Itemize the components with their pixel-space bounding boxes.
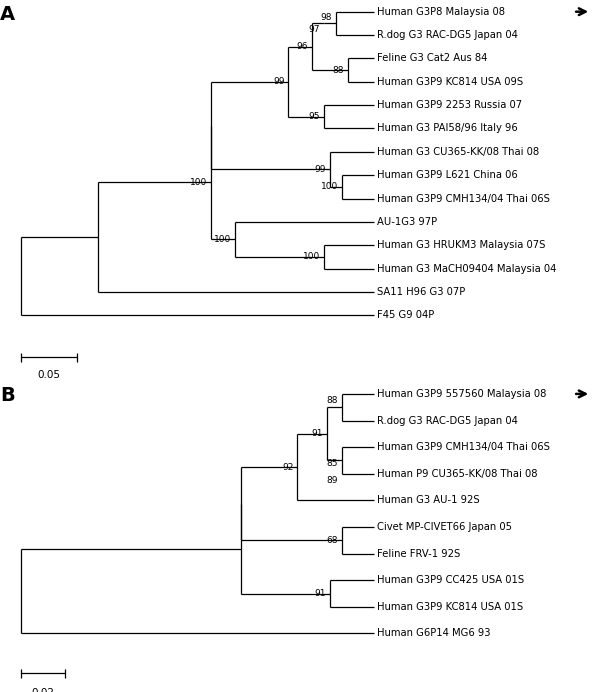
Text: 99: 99 [314,165,326,174]
Text: 98: 98 [320,13,332,22]
Text: 100: 100 [303,253,320,262]
Text: 95: 95 [309,112,320,121]
Text: 89: 89 [326,476,338,485]
Text: Human G3 MaCH09404 Malaysia 04: Human G3 MaCH09404 Malaysia 04 [377,264,557,273]
Text: Human G3P8 Malaysia 08: Human G3P8 Malaysia 08 [377,7,505,17]
Text: R.dog G3 RAC-DG5 Japan 04: R.dog G3 RAC-DG5 Japan 04 [377,30,518,40]
Text: 0.05: 0.05 [38,370,61,380]
Text: Human G3 HRUKM3 Malaysia 07S: Human G3 HRUKM3 Malaysia 07S [377,240,545,251]
Text: Human G3 PAI58/96 Italy 96: Human G3 PAI58/96 Italy 96 [377,123,518,134]
Text: B: B [0,386,15,405]
Text: Human G3P9 CMH134/04 Thai 06S: Human G3P9 CMH134/04 Thai 06S [377,442,550,452]
Text: Human G6P14 MG6 93: Human G6P14 MG6 93 [377,628,491,639]
Text: 100: 100 [321,182,338,192]
Text: 85: 85 [326,459,338,468]
Text: Human G3P9 KC814 USA 09S: Human G3P9 KC814 USA 09S [377,77,523,86]
Text: Feline G3 Cat2 Aus 84: Feline G3 Cat2 Aus 84 [377,53,488,64]
Text: Civet MP-CIVET66 Japan 05: Civet MP-CIVET66 Japan 05 [377,522,512,532]
Text: 96: 96 [297,42,308,51]
Text: 91: 91 [314,589,326,598]
Text: Human G3P9 557560 Malaysia 08: Human G3P9 557560 Malaysia 08 [377,389,547,399]
Text: 88: 88 [332,66,344,75]
Text: Feline FRV-1 92S: Feline FRV-1 92S [377,549,461,558]
Text: SA11 H96 G3 07P: SA11 H96 G3 07P [377,287,466,297]
Text: AU-1G3 97P: AU-1G3 97P [377,217,437,227]
Text: Human G3 AU-1 92S: Human G3 AU-1 92S [377,495,480,505]
Text: 88: 88 [326,396,338,405]
Text: 100: 100 [214,235,231,244]
Text: A: A [0,5,15,24]
Text: 91: 91 [311,429,323,438]
Text: Human G3 CU365-KK/08 Thai 08: Human G3 CU365-KK/08 Thai 08 [377,147,539,157]
Text: 68: 68 [326,536,338,545]
Text: 99: 99 [273,78,284,86]
Text: Human G3P9 CC425 USA 01S: Human G3P9 CC425 USA 01S [377,575,524,585]
Text: F45 G9 04P: F45 G9 04P [377,310,434,320]
Text: R.dog G3 RAC-DG5 Japan 04: R.dog G3 RAC-DG5 Japan 04 [377,415,518,426]
Text: 100: 100 [190,178,208,187]
Text: 97: 97 [309,25,320,34]
Text: Human G3P9 2253 Russia 07: Human G3P9 2253 Russia 07 [377,100,523,110]
Text: 92: 92 [282,462,293,472]
Text: Human P9 CU365-KK/08 Thai 08: Human P9 CU365-KK/08 Thai 08 [377,468,538,479]
Text: Human G3P9 KC814 USA 01S: Human G3P9 KC814 USA 01S [377,602,523,612]
Text: Human G3P9 L621 China 06: Human G3P9 L621 China 06 [377,170,518,180]
Text: Human G3P9 CMH134/04 Thai 06S: Human G3P9 CMH134/04 Thai 06S [377,194,550,203]
Text: 0.02: 0.02 [32,688,55,692]
